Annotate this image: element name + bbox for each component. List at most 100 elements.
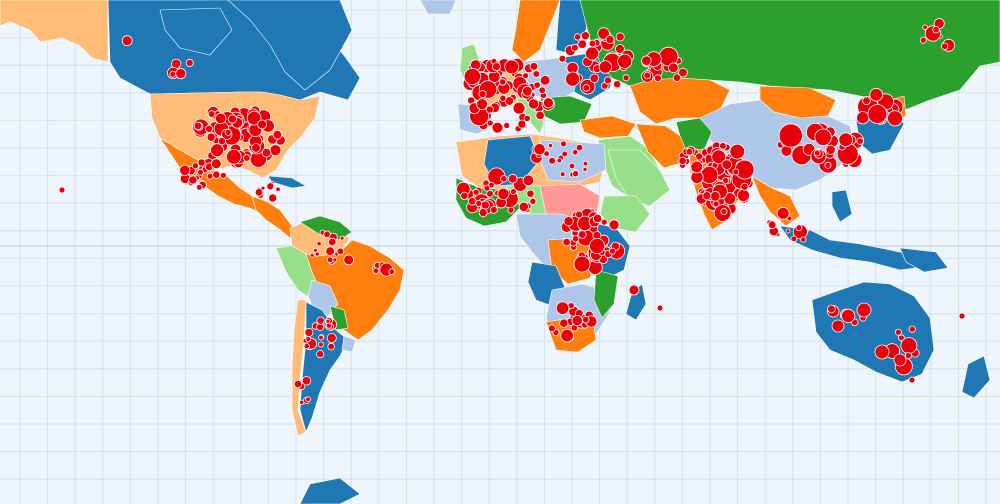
city-marker[interactable] [795, 224, 803, 232]
city-marker[interactable] [711, 149, 727, 165]
city-marker[interactable] [169, 70, 177, 78]
city-marker[interactable] [460, 191, 469, 200]
city-marker[interactable] [767, 220, 777, 230]
city-marker[interactable] [179, 164, 191, 176]
city-marker[interactable] [210, 143, 225, 158]
city-marker[interactable] [720, 207, 728, 215]
city-marker[interactable] [561, 150, 568, 158]
city-marker[interactable] [559, 171, 566, 178]
country-alaska[interactable] [0, 0, 109, 63]
city-marker[interactable] [589, 73, 600, 84]
city-marker[interactable] [582, 160, 589, 167]
city-marker[interactable] [191, 162, 199, 170]
city-marker[interactable] [523, 114, 531, 123]
city-marker[interactable] [507, 173, 518, 184]
city-marker[interactable] [272, 130, 283, 140]
city-marker[interactable] [251, 143, 261, 153]
city-marker[interactable] [919, 36, 927, 44]
city-marker[interactable] [388, 268, 396, 276]
city-marker[interactable] [499, 94, 507, 102]
city-marker[interactable] [695, 152, 704, 161]
city-marker[interactable] [207, 110, 216, 118]
city-marker[interactable] [121, 35, 133, 47]
city-marker[interactable] [721, 159, 733, 170]
city-marker[interactable] [217, 137, 226, 146]
city-marker[interactable] [597, 27, 610, 40]
city-marker[interactable] [475, 199, 483, 207]
city-marker[interactable] [729, 143, 746, 160]
city-marker[interactable] [325, 322, 332, 329]
city-marker[interactable] [825, 144, 836, 155]
city-marker[interactable] [608, 219, 620, 231]
city-marker[interactable] [548, 143, 554, 149]
city-marker[interactable] [732, 168, 740, 176]
city-marker[interactable] [343, 254, 355, 266]
city-marker[interactable] [206, 132, 216, 142]
city-marker[interactable] [831, 319, 845, 333]
city-marker[interactable] [598, 60, 613, 74]
city-marker[interactable] [838, 132, 853, 148]
city-marker[interactable] [485, 105, 494, 114]
country-madagascar[interactable] [625, 283, 647, 321]
city-marker[interactable] [932, 26, 940, 34]
city-marker[interactable] [205, 124, 214, 133]
city-marker[interactable] [589, 237, 606, 254]
city-marker[interactable] [246, 110, 262, 126]
city-marker[interactable] [521, 86, 533, 97]
city-marker[interactable] [722, 176, 730, 184]
city-marker[interactable] [193, 121, 203, 131]
city-marker[interactable] [862, 96, 871, 106]
city-marker[interactable] [941, 42, 949, 50]
city-marker[interactable] [568, 162, 576, 170]
city-marker[interactable] [212, 170, 221, 179]
city-marker[interactable] [577, 39, 588, 49]
city-marker[interactable] [668, 62, 679, 74]
city-marker[interactable] [305, 336, 312, 343]
city-marker[interactable] [678, 67, 688, 78]
city-marker[interactable] [571, 235, 580, 243]
city-marker[interactable] [827, 304, 836, 314]
city-marker[interactable] [316, 241, 322, 247]
city-marker[interactable] [195, 183, 203, 191]
city-marker[interactable] [269, 144, 282, 157]
city-marker[interactable] [486, 119, 494, 127]
country-guiana[interactable] [299, 215, 353, 241]
city-marker[interactable] [778, 123, 803, 148]
country-saudi-arabia[interactable] [607, 149, 671, 207]
city-marker[interactable] [316, 316, 325, 325]
city-marker[interactable] [489, 205, 498, 214]
city-marker[interactable] [582, 316, 590, 324]
city-marker[interactable] [582, 84, 591, 92]
city-marker[interactable] [510, 188, 517, 195]
city-marker[interactable] [786, 215, 793, 222]
city-marker[interactable] [275, 186, 281, 192]
city-marker[interactable] [518, 201, 529, 212]
city-marker[interactable] [685, 148, 694, 156]
city-marker[interactable] [922, 24, 928, 30]
city-marker[interactable] [539, 75, 551, 86]
city-marker[interactable] [690, 160, 703, 174]
city-marker[interactable] [577, 230, 587, 239]
city-marker[interactable] [571, 170, 580, 178]
city-marker[interactable] [243, 154, 251, 162]
city-marker[interactable] [305, 396, 311, 403]
city-marker[interactable] [318, 334, 324, 341]
city-marker[interactable] [813, 149, 821, 157]
city-marker[interactable] [558, 54, 567, 63]
city-marker[interactable] [723, 192, 737, 205]
city-marker[interactable] [219, 171, 227, 179]
city-marker[interactable] [507, 206, 515, 214]
city-marker[interactable] [261, 147, 272, 158]
city-marker[interactable] [709, 191, 721, 202]
city-marker[interactable] [560, 140, 567, 148]
city-marker[interactable] [600, 218, 608, 226]
city-marker[interactable] [532, 70, 541, 78]
city-marker[interactable] [785, 228, 791, 234]
city-marker[interactable] [491, 121, 504, 134]
city-marker[interactable] [206, 172, 214, 180]
city-marker[interactable] [560, 329, 574, 343]
city-marker[interactable] [214, 112, 227, 125]
city-marker[interactable] [266, 182, 275, 191]
city-marker[interactable] [608, 247, 616, 255]
